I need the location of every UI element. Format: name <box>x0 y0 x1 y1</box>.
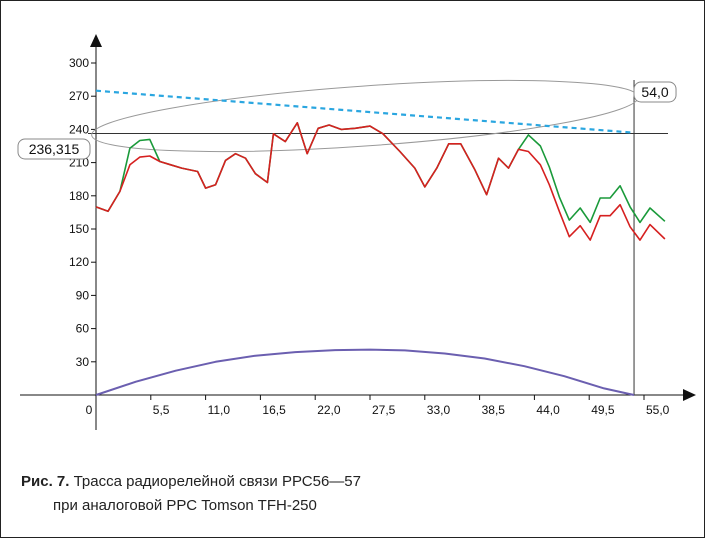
left-value-label: 236,315 <box>29 141 80 157</box>
figure-caption: Рис. 7. Трасса радиорелейной связи РРС56… <box>21 470 361 518</box>
y-tick-label: 90 <box>76 288 90 302</box>
x-tick-label: 38,5 <box>482 403 506 417</box>
x-tick-label: 27,5 <box>372 403 396 417</box>
right-value-box <box>633 81 677 103</box>
y-tick-label: 240 <box>69 122 89 136</box>
x-tick-label: 16,5 <box>262 403 286 417</box>
x-tick-label: 49,5 <box>591 403 615 417</box>
right-value-label: 54,0 <box>641 84 668 100</box>
y-tick-label: 270 <box>69 89 89 103</box>
profile-green-series <box>95 122 666 224</box>
caption-line-1: Рис. 7. Трасса радиорелейной связи РРС56… <box>21 470 361 494</box>
caption-lead: Рис. 7. <box>21 473 70 490</box>
earth-curvature-series <box>95 348 635 396</box>
left-value-box <box>17 138 91 160</box>
caption-text-1: Трасса радиорелейной связи РРС56—57 <box>69 473 361 490</box>
y-tick-label: 60 <box>76 322 90 336</box>
y-axis-arrow <box>90 34 102 47</box>
x-tick-label: 22,0 <box>317 403 341 417</box>
x-tick-label: 44,0 <box>536 403 560 417</box>
x-tick-label: 33,0 <box>427 403 451 417</box>
profile-red-series <box>95 122 666 241</box>
y-tick-label: 180 <box>69 189 89 203</box>
y-tick-label: 120 <box>69 255 89 269</box>
x-tick-label: 55,0 <box>646 403 670 417</box>
y-tick-label: 150 <box>69 222 89 236</box>
x-tick-label: 0 <box>86 403 93 417</box>
y-tick-label: 30 <box>76 355 90 369</box>
caption-line-2: при аналоговой РРС Tomson TFH-250 <box>53 497 317 514</box>
x-tick-label: 5,5 <box>153 403 170 417</box>
x-axis-arrow <box>683 389 696 401</box>
y-tick-label: 300 <box>69 56 89 70</box>
highlight-ellipse <box>91 79 639 153</box>
x-tick-label: 11,0 <box>208 403 231 417</box>
